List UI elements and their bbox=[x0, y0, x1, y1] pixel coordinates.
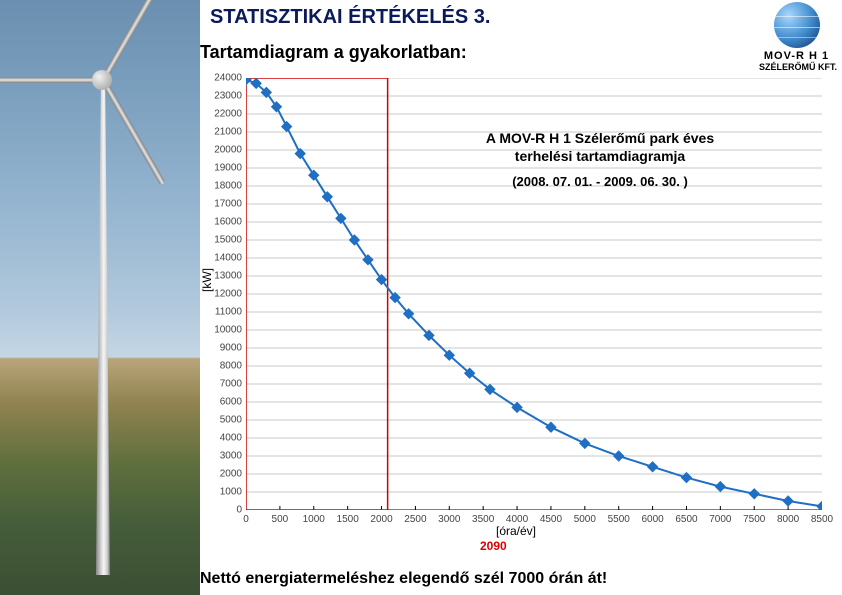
turbine-blade bbox=[100, 79, 165, 186]
xtick-label: 8500 bbox=[811, 514, 833, 525]
ytick-label: 3000 bbox=[220, 451, 242, 462]
ytick-label: 20000 bbox=[214, 145, 242, 156]
chart-title: A MOV-R H 1 Szélerőmű park éves terhelés… bbox=[460, 130, 740, 165]
company-logo: MOV-R H 1 SZÉLERŐMŰ KFT. bbox=[759, 2, 834, 72]
ytick-label: 19000 bbox=[214, 163, 242, 174]
ytick-label: 9000 bbox=[220, 343, 242, 354]
page-title: STATISZTIKAI ÉRTÉKELÉS 3. bbox=[210, 6, 490, 29]
chart-xlabel: [óra/év] bbox=[200, 524, 832, 538]
logo-line2: SZÉLERŐMŰ KFT. bbox=[759, 62, 834, 72]
chart-highlight-label: 2090 bbox=[480, 539, 507, 553]
left-photo bbox=[0, 0, 200, 595]
xtick-label: 3500 bbox=[472, 514, 494, 525]
chart-container: [kW] [óra/év] 2090 A MOV-R H 1 Szélerőmű… bbox=[200, 72, 832, 552]
ytick-label: 14000 bbox=[214, 253, 242, 264]
xtick-label: 7000 bbox=[709, 514, 731, 525]
ytick-label: 12000 bbox=[214, 289, 242, 300]
xtick-label: 1500 bbox=[337, 514, 359, 525]
turbine-blade bbox=[100, 0, 165, 82]
xtick-label: 7500 bbox=[743, 514, 765, 525]
xtick-label: 4500 bbox=[540, 514, 562, 525]
ytick-label: 24000 bbox=[214, 73, 242, 84]
turbine-tower bbox=[96, 80, 110, 575]
xtick-label: 8000 bbox=[777, 514, 799, 525]
xtick-label: 2000 bbox=[370, 514, 392, 525]
turbine-hub bbox=[92, 70, 112, 90]
ytick-label: 23000 bbox=[214, 91, 242, 102]
xtick-label: 3000 bbox=[438, 514, 460, 525]
xtick-label: 2500 bbox=[404, 514, 426, 525]
logo-line1: MOV-R H 1 bbox=[759, 50, 834, 62]
page-subtitle: Tartamdiagram a gyakorlatban: bbox=[200, 42, 467, 63]
chart-period: (2008. 07. 01. - 2009. 06. 30. ) bbox=[460, 174, 740, 189]
ytick-label: 1000 bbox=[220, 487, 242, 498]
ytick-label: 16000 bbox=[214, 217, 242, 228]
xtick-label: 4000 bbox=[506, 514, 528, 525]
ytick-label: 8000 bbox=[220, 361, 242, 372]
ytick-label: 22000 bbox=[214, 109, 242, 120]
ytick-label: 4000 bbox=[220, 433, 242, 444]
ytick-label: 21000 bbox=[214, 127, 242, 138]
xtick-label: 5000 bbox=[574, 514, 596, 525]
ytick-label: 2000 bbox=[220, 469, 242, 480]
xtick-label: 1000 bbox=[303, 514, 325, 525]
ytick-label: 0 bbox=[236, 505, 242, 516]
ytick-label: 10000 bbox=[214, 325, 242, 336]
xtick-label: 5500 bbox=[608, 514, 630, 525]
xtick-label: 500 bbox=[272, 514, 289, 525]
ytick-label: 13000 bbox=[214, 271, 242, 282]
ytick-label: 6000 bbox=[220, 397, 242, 408]
ytick-label: 15000 bbox=[214, 235, 242, 246]
xtick-label: 6500 bbox=[675, 514, 697, 525]
page-footer: Nettó energiatermeléshez elegendő szél 7… bbox=[200, 570, 607, 588]
ytick-label: 5000 bbox=[220, 415, 242, 426]
xtick-label: 0 bbox=[243, 514, 249, 525]
globe-icon bbox=[774, 2, 820, 48]
ytick-label: 17000 bbox=[214, 199, 242, 210]
ytick-label: 7000 bbox=[220, 379, 242, 390]
content-area: STATISZTIKAI ÉRTÉKELÉS 3. Tartamdiagram … bbox=[200, 0, 842, 595]
xtick-label: 6000 bbox=[641, 514, 663, 525]
turbine-blade bbox=[0, 77, 103, 83]
chart-ylabel: [kW] bbox=[200, 268, 214, 292]
ytick-label: 11000 bbox=[215, 307, 242, 318]
ytick-label: 18000 bbox=[214, 181, 242, 192]
